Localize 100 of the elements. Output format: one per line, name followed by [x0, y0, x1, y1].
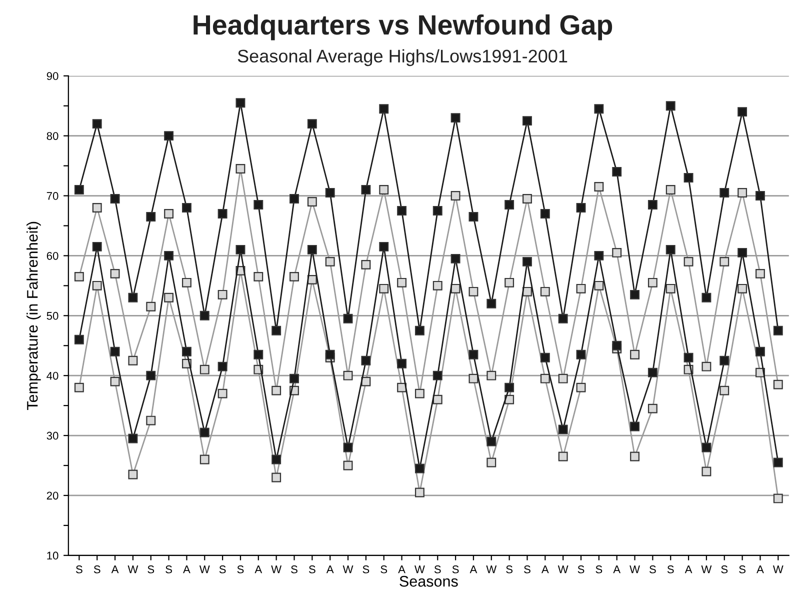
point	[182, 346, 192, 356]
point	[486, 458, 496, 468]
point	[272, 472, 282, 482]
y-tick-label: 20	[46, 492, 58, 500]
point	[146, 416, 156, 426]
point	[648, 278, 658, 288]
point	[630, 452, 640, 462]
x-tick-label: S	[434, 565, 441, 574]
point	[92, 242, 102, 252]
point	[594, 104, 604, 114]
point	[361, 376, 371, 386]
point	[254, 272, 264, 282]
point	[522, 116, 532, 126]
point	[702, 292, 712, 302]
point	[272, 326, 282, 336]
point	[468, 212, 478, 222]
point	[773, 326, 783, 336]
point	[218, 362, 228, 372]
point	[738, 188, 748, 198]
point	[576, 382, 586, 392]
point	[343, 370, 353, 380]
point	[414, 326, 424, 336]
x-tick-label: W	[701, 566, 712, 574]
point	[648, 200, 658, 210]
point	[594, 250, 604, 260]
point	[630, 350, 640, 360]
point	[218, 209, 228, 218]
point	[128, 434, 138, 444]
point	[738, 107, 748, 117]
point	[684, 173, 694, 182]
point	[666, 244, 676, 254]
point	[379, 104, 389, 114]
point	[343, 460, 353, 470]
x-tick-label: S	[291, 565, 298, 574]
x-tick-label: A	[326, 566, 334, 574]
point	[218, 290, 228, 300]
y-tick-label: 50	[46, 312, 58, 320]
point	[236, 98, 246, 108]
x-tick-label: W	[558, 566, 568, 574]
point	[486, 436, 496, 446]
point	[414, 488, 424, 498]
point	[486, 370, 496, 380]
point	[200, 428, 210, 438]
point	[379, 242, 389, 252]
point	[450, 113, 460, 123]
y-tick-label: 70	[46, 192, 58, 200]
point	[702, 362, 712, 372]
point	[504, 200, 514, 210]
x-tick-label: W	[414, 566, 425, 574]
x-axis-title: Seasons	[400, 576, 458, 587]
point	[92, 203, 102, 212]
y-axis-title: Temperature (in Fahrenheit)	[26, 222, 41, 410]
y-tick-label: 30	[46, 432, 58, 440]
point	[361, 356, 371, 366]
point	[146, 302, 156, 312]
point	[558, 452, 568, 462]
point	[450, 191, 460, 200]
x-tick-label: S	[721, 565, 728, 574]
point	[773, 494, 783, 504]
point	[128, 356, 138, 366]
point	[720, 256, 730, 266]
point	[74, 185, 84, 194]
point	[630, 290, 640, 300]
point	[648, 368, 658, 378]
point	[558, 424, 568, 434]
point	[200, 364, 210, 374]
x-tick-label: W	[199, 566, 210, 574]
x-tick-label: S	[380, 565, 388, 574]
point	[182, 203, 192, 212]
point	[110, 268, 120, 278]
point	[666, 185, 676, 194]
point	[272, 386, 282, 396]
point	[702, 466, 712, 476]
point	[738, 284, 748, 294]
x-tick-label: S	[237, 565, 244, 574]
y-tick-label: 90	[46, 72, 58, 80]
point	[379, 185, 389, 194]
x-tick-label: S	[94, 565, 100, 574]
point	[450, 284, 460, 294]
point	[576, 350, 586, 360]
x-tick-label: A	[398, 566, 406, 574]
point	[110, 194, 120, 204]
point	[325, 188, 335, 198]
x-tick-label: A	[254, 566, 262, 574]
point	[540, 352, 550, 362]
point	[720, 188, 730, 198]
y-tick-label: 40	[46, 372, 58, 380]
point	[290, 194, 299, 204]
point	[576, 284, 586, 294]
point	[540, 286, 550, 296]
point	[666, 284, 676, 294]
point	[164, 209, 174, 218]
point	[756, 191, 765, 200]
point	[74, 334, 84, 344]
point	[612, 167, 622, 176]
point	[612, 340, 622, 350]
x-tick-label: S	[452, 565, 459, 574]
point	[361, 185, 371, 194]
y-tick-label: 10	[47, 552, 58, 560]
point	[325, 256, 335, 266]
